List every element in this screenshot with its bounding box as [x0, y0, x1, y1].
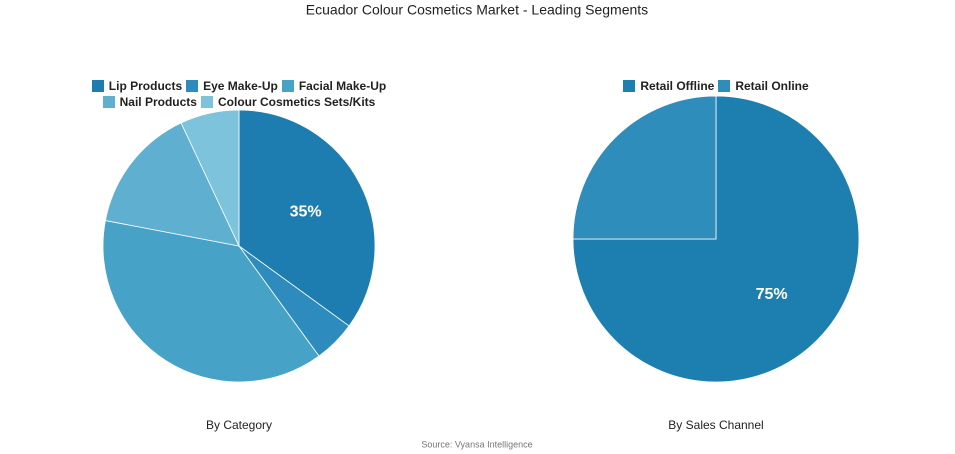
pie-slice [180, 109, 240, 247]
legend-label: Eye Make-Up [203, 79, 278, 93]
page-title: Ecuador Colour Cosmetics Market - Leadin… [306, 2, 648, 18]
legend-swatch [102, 96, 115, 108]
pie-slice [238, 109, 376, 327]
legend-swatch [200, 96, 213, 108]
legend-label: Retail Offline [640, 79, 715, 93]
legend-swatch [623, 80, 636, 92]
legend-label: Retail Online [735, 79, 809, 93]
legend-label: Nail Products [119, 95, 197, 109]
legend-swatch [281, 80, 294, 92]
legend: Lip Products Eye Make-Up Facial Make-Up Nai… [44, 79, 434, 109]
legend-swatch [718, 80, 731, 92]
legend-item: Eye Make-Up [186, 79, 278, 93]
legend-swatch [91, 80, 104, 92]
data-label: 35% [290, 203, 322, 220]
legend-label: Lip Products [108, 79, 183, 93]
chart-title: By Sales Channel [668, 418, 763, 432]
legend-item: Facial Make-Up [281, 79, 387, 93]
legend: Retail Offline Retail Online [521, 79, 911, 93]
chart-title: By Category [206, 418, 272, 432]
pie-slice [102, 220, 320, 383]
pie-slice [572, 95, 860, 383]
legend-item: Colour Cosmetics Sets/Kits [200, 95, 376, 109]
legend-label: Facial Make-Up [298, 79, 387, 93]
legend-swatch [186, 80, 199, 92]
pie-slice [572, 95, 717, 240]
legend-item: Retail Online [718, 79, 809, 93]
legend-item: Nail Products [102, 95, 197, 109]
source: Source: Vyansa Intelligence [421, 439, 532, 449]
legend-label: Colour Cosmetics Sets/Kits [217, 95, 376, 109]
data-label: 75% [756, 286, 788, 303]
pie-slice [104, 122, 240, 247]
legend-item: Retail Offline [623, 79, 714, 93]
legend-item: Lip Products [91, 79, 183, 93]
